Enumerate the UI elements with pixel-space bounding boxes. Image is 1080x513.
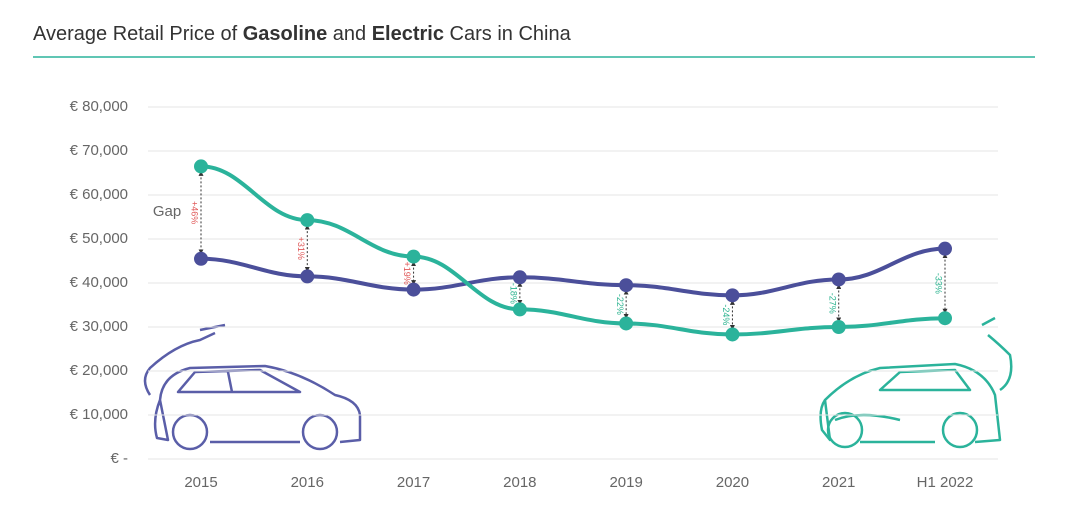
data-point bbox=[725, 327, 740, 342]
gasoline-car-icon bbox=[143, 323, 362, 451]
data-point bbox=[406, 249, 421, 264]
data-point bbox=[938, 241, 952, 256]
data-point bbox=[406, 282, 421, 297]
y-tick-label: € 10,000 bbox=[70, 406, 128, 423]
x-tick-label: 2019 bbox=[609, 474, 642, 491]
y-tick-label: € - bbox=[110, 450, 128, 467]
x-tick-label: 2018 bbox=[503, 474, 536, 491]
title-part: Average Retail Price of bbox=[33, 23, 243, 45]
data-point bbox=[619, 316, 634, 331]
gap-value-label: -18% bbox=[508, 283, 518, 304]
x-tick-label: H1 2022 bbox=[917, 474, 974, 491]
gap-value-label: -33% bbox=[934, 273, 944, 294]
title-part: Cars in China bbox=[444, 23, 572, 45]
y-tick-label: € 60,000 bbox=[70, 186, 128, 203]
plot-area: € - € 10,000 € 20,000 € 30,000 € 40,000 € 50,… bbox=[70, 98, 998, 491]
gap-value-label: -27% bbox=[827, 293, 837, 314]
y-tick-label: € 20,000 bbox=[70, 362, 128, 379]
title-gasoline: Gasoline bbox=[243, 23, 327, 45]
y-tick-label: € 80,000 bbox=[70, 98, 128, 115]
y-tick-label: € 40,000 bbox=[70, 274, 128, 291]
gap-value-label: -22% bbox=[615, 294, 625, 315]
data-point bbox=[300, 269, 315, 284]
title-part: and bbox=[327, 23, 371, 45]
x-tick-label: 2020 bbox=[716, 474, 749, 491]
data-point bbox=[194, 251, 208, 266]
x-tick-label: 2016 bbox=[291, 474, 324, 491]
chart-title: Average Retail Price of Gasoline and Ele… bbox=[33, 23, 572, 45]
data-point bbox=[725, 288, 740, 303]
data-point bbox=[619, 278, 634, 293]
x-tick-label: 2015 bbox=[184, 474, 217, 491]
gap-value-label: -24% bbox=[721, 304, 731, 325]
y-tick-label: € 70,000 bbox=[70, 142, 128, 159]
gap-value-label: +46% bbox=[190, 201, 200, 224]
title-electric: Electric bbox=[372, 23, 444, 45]
y-tick-label: € 50,000 bbox=[70, 230, 128, 247]
x-tick-label: 2021 bbox=[822, 474, 855, 491]
gap-value-label: +31% bbox=[296, 237, 306, 260]
x-tick-label: 2017 bbox=[397, 474, 430, 491]
electric-car-icon bbox=[819, 316, 1013, 449]
y-tick-label: € 30,000 bbox=[70, 318, 128, 335]
data-point bbox=[831, 272, 846, 287]
data-point bbox=[831, 320, 846, 334]
gap-label: Gap bbox=[153, 203, 181, 220]
data-point bbox=[194, 159, 208, 174]
data-point bbox=[512, 302, 527, 317]
data-point bbox=[512, 270, 527, 285]
data-point bbox=[300, 213, 315, 228]
data-point bbox=[938, 311, 952, 326]
gap-value-label: +19% bbox=[402, 261, 412, 284]
